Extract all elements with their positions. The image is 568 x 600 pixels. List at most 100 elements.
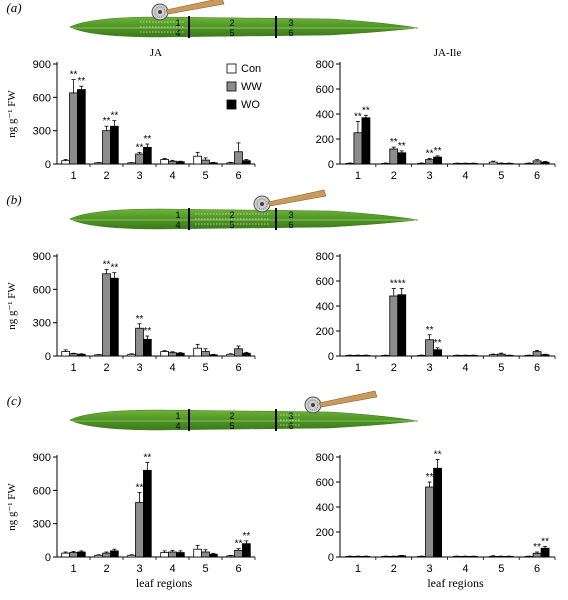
x-tick-label: 6 xyxy=(534,362,540,374)
x-axis-label: leaf regions xyxy=(427,576,484,590)
leaf-diagram: 1 2 3 4 5 6 xyxy=(69,0,419,38)
y-tick-label: 900 xyxy=(33,251,51,263)
x-tick-label: 6 xyxy=(534,170,540,182)
bar-wo xyxy=(77,89,86,165)
significance-label: ** xyxy=(103,116,111,127)
leaf-region-label-4: 4 xyxy=(175,220,180,230)
x-tick-label: 4 xyxy=(169,563,175,575)
significance-label: ** xyxy=(77,76,85,87)
bar-con xyxy=(193,347,202,357)
bar-con xyxy=(94,554,103,558)
bar-wo xyxy=(77,353,86,357)
bar-ww xyxy=(532,160,542,165)
significance-label: ** xyxy=(390,137,398,148)
significance-label: ** xyxy=(235,539,243,550)
bar-con xyxy=(226,353,235,357)
bar-ww xyxy=(135,327,144,357)
legend-swatch-wo xyxy=(226,99,237,110)
pattern-wheel-teeth xyxy=(256,198,268,210)
bar-ww xyxy=(353,132,363,165)
y-tick-label: 200 xyxy=(316,326,334,338)
y-tick-label: 800 xyxy=(316,452,334,464)
x-tick-label: 4 xyxy=(169,362,175,374)
significance-label: ** xyxy=(143,326,151,337)
bar-wo xyxy=(242,352,251,357)
y-tick-label: 400 xyxy=(316,502,334,514)
significance-label: ** xyxy=(533,542,541,553)
bar-ww xyxy=(135,502,144,558)
leaf-region-label-6: 6 xyxy=(288,28,293,38)
bar-con xyxy=(127,162,136,165)
pattern-wheel-hub xyxy=(260,202,264,206)
significance-label: ** xyxy=(136,483,144,494)
chart-title: JA xyxy=(150,47,162,59)
bar-con xyxy=(61,351,70,357)
x-tick-label: 2 xyxy=(391,362,397,374)
bar-con xyxy=(94,162,103,165)
leaf-region-label-3: 3 xyxy=(288,210,293,220)
x-tick-label: 1 xyxy=(70,563,76,575)
bar-ww xyxy=(389,148,399,165)
bar-ww xyxy=(389,295,399,357)
bar-ww xyxy=(102,273,111,357)
significance-label: ** xyxy=(110,111,118,122)
legend: Con WW WO xyxy=(226,63,262,111)
pattern-wheel-hub xyxy=(158,10,162,14)
significance-label: ** xyxy=(362,105,370,116)
bar-wo xyxy=(242,543,251,558)
x-tick-label: 6 xyxy=(235,170,241,182)
leaf-region-label-1: 1 xyxy=(175,18,180,28)
bar-con xyxy=(160,159,169,165)
x-tick-label: 1 xyxy=(355,563,361,575)
bar-wo xyxy=(540,161,550,165)
bar-con xyxy=(160,351,169,357)
y-tick-label: 0 xyxy=(328,351,334,363)
y-axis-label: ng g⁻¹ FW xyxy=(6,282,18,330)
legend-label-con: Con xyxy=(241,63,261,75)
significance-label: ** xyxy=(110,263,118,274)
bar-ww xyxy=(168,160,177,165)
significance-label: ** xyxy=(143,453,151,464)
bar-wo xyxy=(143,338,152,357)
panel-letter-b: (b) xyxy=(6,192,21,207)
x-tick-label: 2 xyxy=(103,563,109,575)
leaf-blade xyxy=(69,16,419,38)
bar-wo xyxy=(242,160,251,165)
bar-wo xyxy=(433,156,442,165)
bar-wo xyxy=(397,152,407,165)
bar-ww xyxy=(425,486,434,558)
panel-letter-c: (c) xyxy=(7,393,21,408)
leaf-region-label-5: 5 xyxy=(229,220,234,230)
x-tick-label: 1 xyxy=(70,362,76,374)
bar-ww xyxy=(234,151,243,165)
bar-ww xyxy=(102,552,111,558)
panel-letter-a: (a) xyxy=(6,0,21,15)
x-tick-label: 4 xyxy=(169,170,175,182)
bar-con xyxy=(226,555,235,558)
bar-ww xyxy=(201,351,210,357)
significance-label: ** xyxy=(390,279,398,290)
y-tick-label: 0 xyxy=(328,552,334,564)
y-tick-label: 300 xyxy=(33,519,51,531)
leaf-region-label-4: 4 xyxy=(175,28,180,38)
y-tick-label: 600 xyxy=(33,284,51,296)
bar-wo xyxy=(209,354,218,357)
bar-con xyxy=(488,354,498,357)
leaf-region-label-6: 6 xyxy=(288,220,293,230)
x-tick-label: 5 xyxy=(202,563,208,575)
bar-con xyxy=(127,353,136,357)
significance-label: ** xyxy=(143,134,151,145)
y-tick-label: 300 xyxy=(33,126,51,138)
y-tick-label: 800 xyxy=(316,251,334,263)
bar-wo xyxy=(433,467,442,558)
significance-label: ** xyxy=(434,146,442,157)
bar-con xyxy=(127,554,136,558)
bar-ww xyxy=(532,351,542,357)
bar-ww xyxy=(234,348,243,357)
y-tick-label: 300 xyxy=(33,318,51,330)
leaf-region-label-1: 1 xyxy=(175,411,180,421)
